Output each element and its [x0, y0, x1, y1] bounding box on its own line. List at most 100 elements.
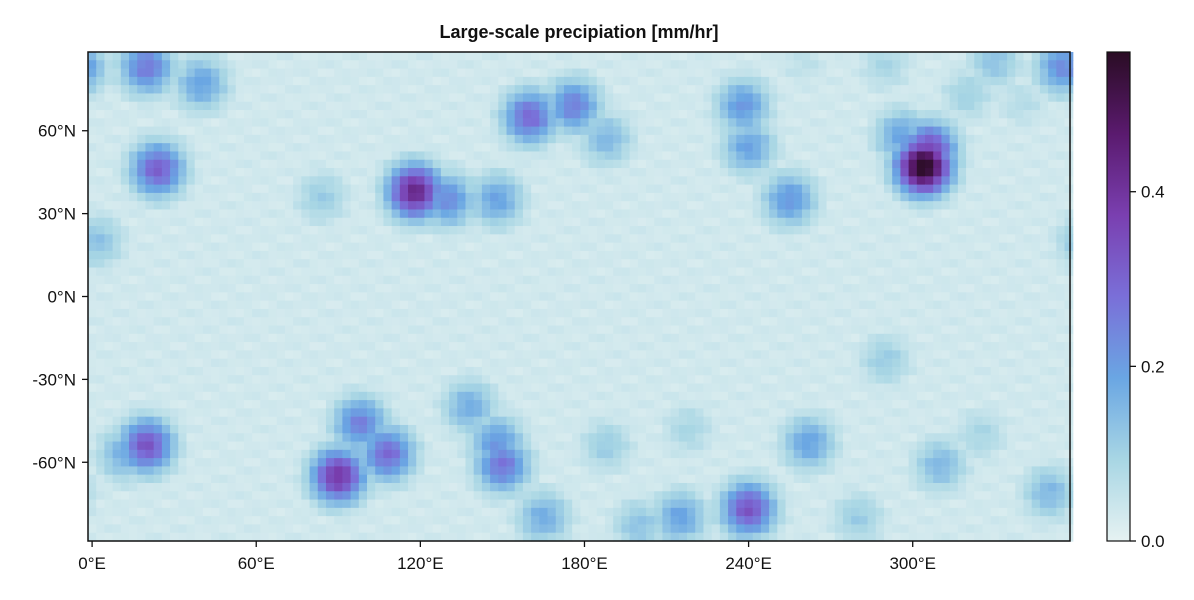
heatmap-cell — [810, 226, 819, 235]
heatmap-cell — [1064, 300, 1074, 310]
heatmap-cell — [752, 118, 762, 128]
heatmap-cell — [908, 317, 918, 327]
heatmap-cell — [793, 242, 803, 252]
heatmap-cell — [580, 143, 590, 153]
heatmap-cell — [834, 209, 844, 219]
heatmap-cell — [785, 375, 795, 385]
heatmap-cell — [925, 76, 934, 86]
heatmap-cell — [129, 366, 138, 376]
heatmap-cell — [892, 217, 902, 227]
heatmap-cell — [153, 300, 163, 310]
heatmap-cell — [801, 126, 811, 136]
heatmap-cell — [440, 284, 450, 293]
heatmap-cell — [260, 366, 270, 376]
heatmap-cell — [522, 110, 532, 119]
heatmap-cell — [473, 234, 483, 244]
heatmap-cell — [506, 110, 516, 119]
heatmap-cell — [654, 143, 664, 153]
heatmap-cell — [925, 168, 934, 177]
heatmap-cell — [1023, 284, 1033, 293]
heatmap-cell — [531, 201, 540, 211]
heatmap-cell — [596, 284, 606, 293]
heatmap-cell — [506, 292, 516, 302]
heatmap-cell — [966, 275, 975, 285]
heatmap-cell — [1031, 159, 1041, 169]
heatmap-cell — [851, 168, 860, 177]
heatmap-cell — [572, 350, 581, 360]
heatmap-cell — [1031, 209, 1041, 219]
heatmap-cell — [367, 159, 376, 169]
heatmap-cell — [654, 391, 664, 401]
heatmap-cell — [112, 275, 122, 285]
heatmap-cell — [498, 217, 508, 227]
heatmap-cell — [752, 151, 762, 161]
heatmap-cell — [572, 93, 581, 103]
heatmap-cell — [309, 300, 319, 310]
heatmap-cell — [309, 308, 319, 318]
heatmap-cell — [449, 209, 458, 219]
heatmap-cell — [728, 192, 737, 202]
heatmap-cell — [695, 76, 705, 86]
heatmap-cell — [941, 342, 951, 351]
heatmap-cell — [711, 234, 721, 244]
heatmap-cell — [276, 284, 286, 293]
heatmap-cell — [120, 76, 130, 86]
heatmap-cell — [695, 176, 705, 186]
heatmap-cell — [703, 242, 713, 252]
heatmap-cell — [449, 333, 458, 343]
heatmap-cell — [1031, 325, 1041, 335]
heatmap-cell — [842, 60, 852, 70]
heatmap-cell — [178, 325, 188, 335]
heatmap-cell — [752, 284, 762, 293]
heatmap-cell — [966, 308, 975, 318]
heatmap-cell — [211, 250, 220, 260]
heatmap-cell — [555, 259, 565, 269]
heatmap-cell — [719, 217, 729, 227]
heatmap-cell — [416, 375, 426, 385]
heatmap-cell — [104, 308, 114, 318]
heatmap-cell — [867, 118, 877, 128]
heatmap-cell — [793, 250, 803, 260]
heatmap-cell — [498, 308, 508, 318]
heatmap-cell — [490, 292, 499, 302]
heatmap-cell — [490, 118, 499, 128]
heatmap-cell — [867, 300, 877, 310]
heatmap-cell — [112, 159, 122, 169]
heatmap-cell — [654, 217, 664, 227]
heatmap-cell — [1048, 350, 1057, 360]
heatmap-cell — [670, 342, 680, 351]
heatmap-cell — [654, 234, 664, 244]
heatmap-cell — [637, 325, 647, 335]
heatmap-cell — [161, 300, 171, 310]
heatmap-cell — [957, 101, 967, 111]
heatmap-cell — [88, 284, 97, 293]
heatmap-cell — [1031, 366, 1041, 376]
heatmap-cell — [186, 184, 196, 194]
heatmap-cell — [96, 375, 106, 385]
heatmap-cell — [826, 350, 836, 360]
heatmap-cell — [785, 358, 795, 368]
heatmap-cell — [719, 168, 729, 177]
heatmap-cell — [358, 184, 368, 194]
heatmap-cell — [268, 333, 278, 343]
heatmap-cell — [842, 308, 852, 318]
heatmap-cell — [678, 226, 688, 235]
heatmap-cell — [1015, 209, 1025, 219]
heatmap-cell — [637, 209, 647, 219]
heatmap-cell — [867, 209, 877, 219]
heatmap-cell — [588, 284, 598, 293]
heatmap-cell — [473, 217, 483, 227]
heatmap-cell — [145, 383, 155, 393]
heatmap-cell — [416, 284, 426, 293]
heatmap-cell — [449, 93, 458, 103]
heatmap-cell — [531, 250, 540, 260]
heatmap-cell — [129, 284, 138, 293]
heatmap-cell — [178, 68, 188, 78]
heatmap-cell — [120, 201, 130, 211]
heatmap-cell — [235, 391, 245, 401]
heatmap-cell — [678, 383, 688, 393]
heatmap-cell — [112, 192, 122, 202]
heatmap-cell — [908, 342, 918, 351]
heatmap-cell — [596, 308, 606, 318]
heatmap-cell — [982, 134, 992, 144]
